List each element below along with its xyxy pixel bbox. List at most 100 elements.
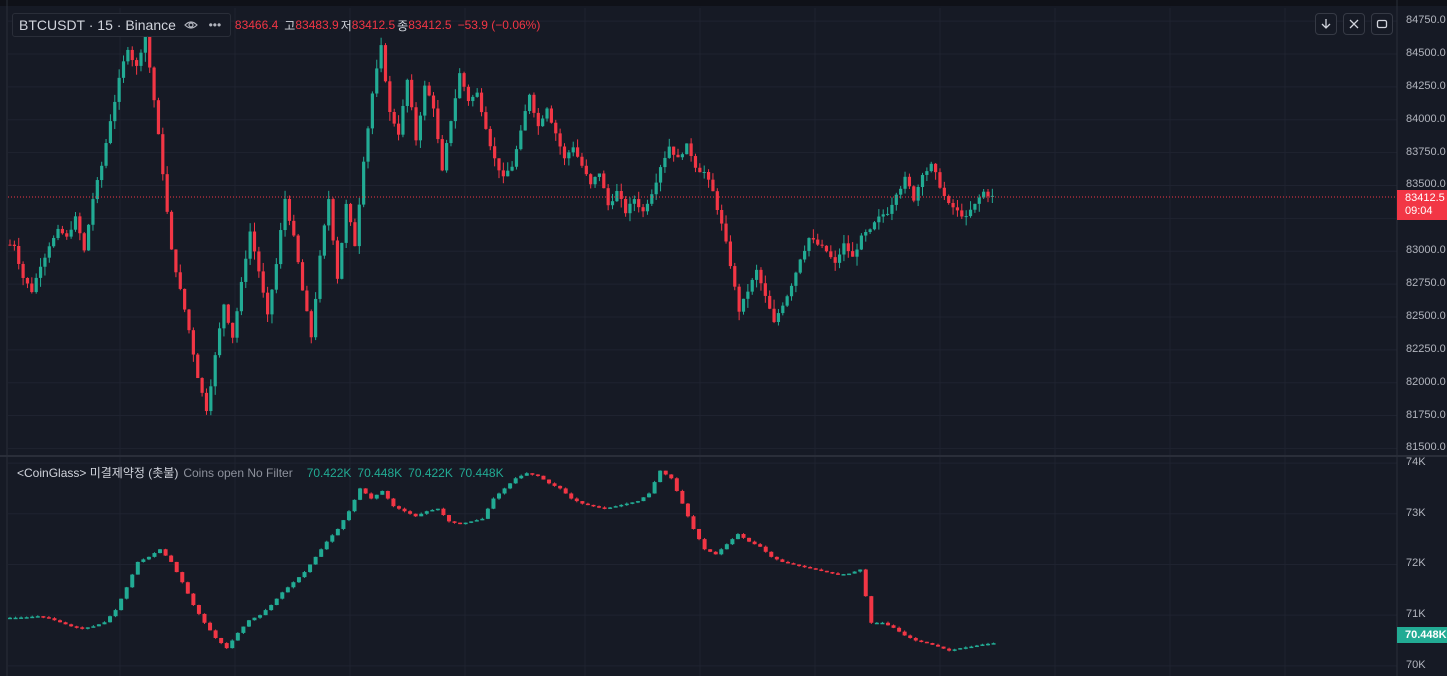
price-candle [837,254,842,263]
oi-candle [986,643,990,646]
oi-candle [624,503,629,506]
price-candle [619,191,623,199]
oi-candle [252,617,257,621]
oi-candle [102,622,107,625]
price-candle [824,245,829,252]
oi-candle [435,508,440,511]
price-candle [610,201,615,206]
price-candle [462,73,466,87]
oi-candle [58,620,63,623]
oi-candle [647,493,652,498]
price-candle [226,304,230,323]
oi-candle [780,559,785,562]
price-candle [335,240,340,279]
price-candle [117,77,121,102]
price-candle [763,283,767,296]
oi-candle [824,570,829,573]
price-candle [471,96,475,102]
price-tick-label: 82250.0 [1406,342,1446,355]
oi-candle [185,582,190,594]
price-candle [667,146,671,158]
fullscreen-button[interactable] [1371,13,1393,35]
symbol-title[interactable]: BTCUSDT · 15 · Binance [19,17,176,33]
price-candle [95,180,99,200]
oi-candle [291,582,296,588]
symbol-box[interactable]: BTCUSDT · 15 · Binance ••• [12,13,231,37]
oi-candle [897,627,902,632]
oi-candle [858,569,863,572]
oi-candle [202,613,207,623]
price-candle [942,187,946,197]
oi-candle [680,490,685,504]
price-candle [191,330,195,355]
oi-candle [613,506,618,508]
oi-candle [802,565,807,568]
download-button[interactable] [1315,13,1337,35]
oi-candle [841,574,846,576]
oi-candle [135,561,140,575]
price-candle [327,199,331,226]
price-candle [532,94,536,113]
oi-candle [747,537,752,542]
price-candle [947,196,951,203]
oi-candle [85,627,90,629]
price-candle [396,123,401,135]
oi-candle [46,617,51,619]
oi-candle [424,511,429,514]
oi-candle [8,617,12,620]
price-candle [650,194,654,204]
price-candle [663,157,667,168]
price-candle [864,232,868,236]
more-dots-icon[interactable]: ••• [208,18,222,32]
oi-candle [947,648,952,651]
oi-candle [863,569,868,597]
countdown-label: 09:04 [1405,205,1433,217]
price-candle [305,290,309,312]
price-candle [724,223,728,242]
price-candle [746,291,750,299]
open-interest-candles [8,470,996,652]
price-candle [645,203,650,212]
price-tick-label: 84750.0 [1406,14,1446,27]
price-candle [676,154,680,158]
price-candle [589,174,593,185]
oi-candle [208,622,213,631]
price-candle [69,229,73,237]
oi-candle [524,473,529,476]
oi-candle [958,648,963,650]
price-tick-label: 81500.0 [1406,441,1446,454]
price-candle [794,272,798,286]
price-candle [366,128,370,162]
oi-candle [408,511,413,514]
oi-candle [341,520,346,529]
price-candle [960,210,964,217]
oi-candle [146,556,151,560]
symbol-legend: BTCUSDT · 15 · Binance ••• 83466.4 고 834… [12,13,540,37]
price-candle [423,85,427,116]
oi-candle [219,637,224,644]
oi-candle [585,503,590,506]
oi-candle [113,610,118,617]
oi-candle [230,640,235,649]
price-candle [881,214,885,217]
oi-candle [735,534,740,540]
oi-candle [513,478,518,484]
eye-icon[interactable] [182,16,200,34]
collapse-button[interactable] [1343,13,1365,35]
price-candle [833,257,837,263]
price-candle [113,101,117,122]
oi-candle [402,508,407,512]
oi-tick-label: 72K [1406,557,1426,570]
price-candle [706,172,711,180]
collapse-icon [1349,19,1359,29]
price-candle [239,281,244,312]
oi-candle [269,605,274,611]
oi-candle [597,506,602,508]
oi-title[interactable]: <CoinGlass> 미결제약정 (촛불) [17,466,179,480]
oi-candle [769,551,774,557]
price-candle [100,165,104,181]
oi-candle [991,643,996,645]
oi-candle [535,474,540,476]
current-price-tag: 83412.5 09:04 [1397,190,1447,220]
